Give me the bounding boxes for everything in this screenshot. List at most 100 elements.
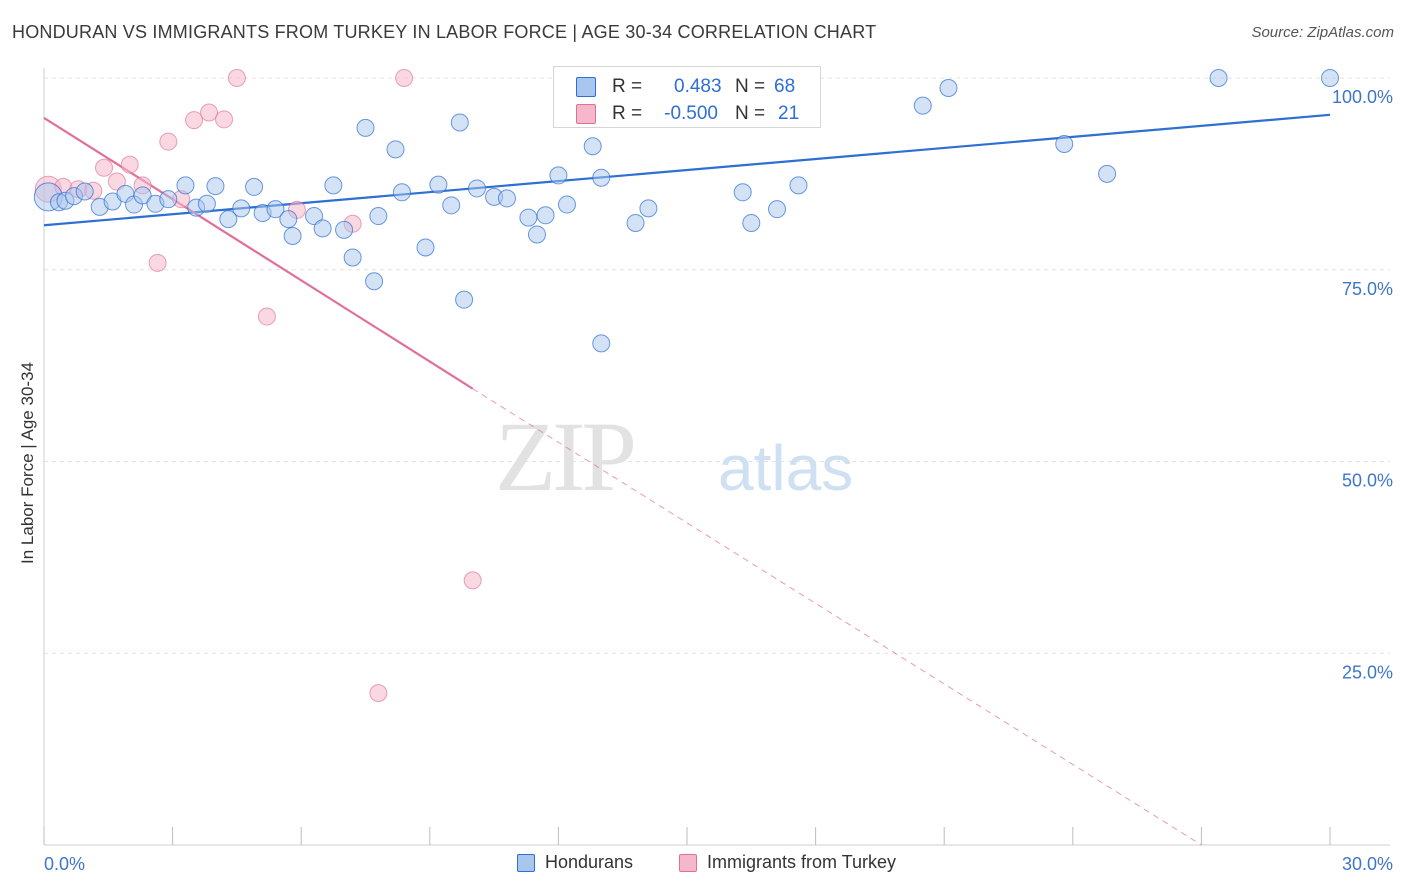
data-point-honduran (536, 206, 555, 225)
data-point-honduran (455, 290, 474, 309)
x-tick-label: 0.0% (44, 854, 85, 874)
data-point-honduran (768, 200, 787, 219)
data-point-turkey (369, 684, 388, 703)
data-point-honduran (335, 220, 354, 239)
chart-source: Source: ZipAtlas.com (1251, 24, 1394, 41)
data-point-turkey (148, 253, 167, 272)
y-tick-label: 50.0% (1342, 471, 1393, 491)
trend-line-turkey-extension (472, 388, 1202, 846)
data-point-honduran (1321, 69, 1339, 87)
data-point-turkey (95, 158, 114, 177)
data-point-honduran (75, 182, 94, 201)
n-label: N = (735, 103, 766, 124)
data-point-turkey (185, 111, 204, 130)
data-point-honduran (245, 177, 264, 196)
data-point-honduran (324, 176, 343, 195)
data-point-turkey (200, 103, 219, 122)
data-point-honduran (549, 166, 568, 185)
legend-item-turkey[interactable]: Immigrants from Turkey (679, 852, 896, 873)
data-point-honduran (392, 183, 411, 202)
data-point-honduran (467, 179, 486, 198)
data-point-honduran (343, 248, 362, 267)
data-point-honduran (789, 176, 808, 195)
y-tick-label: 75.0% (1342, 279, 1393, 299)
x-tick-label: 30.0% (1342, 854, 1393, 874)
data-point-honduran (283, 227, 302, 246)
data-point-honduran (733, 183, 752, 202)
data-point-honduran (939, 78, 958, 97)
data-point-honduran (442, 196, 461, 215)
legend-label-turkey: Immigrants from Turkey (707, 852, 897, 872)
chart-title: HONDURAN VS IMMIGRANTS FROM TURKEY IN LA… (12, 22, 877, 42)
tick-labels: 25.0% 50.0% 75.0% 100.0% 0.0% 30.0% (44, 87, 1393, 874)
data-point-turkey (120, 155, 139, 174)
pink-swatch (576, 104, 596, 124)
data-point-honduran (1098, 164, 1117, 183)
watermark: ZIP atlas (495, 401, 853, 512)
blue-swatch (576, 77, 596, 97)
data-point-turkey (463, 571, 482, 590)
data-point-turkey (159, 132, 178, 151)
data-point-honduran (159, 190, 178, 209)
data-point-turkey (227, 69, 246, 87)
data-point-honduran (356, 118, 375, 137)
data-point-honduran (583, 137, 602, 156)
data-point-honduran (365, 272, 384, 291)
data-point-honduran (742, 213, 761, 232)
data-point-honduran (1209, 69, 1228, 87)
axes (43, 68, 1390, 846)
watermark-zip: ZIP (495, 401, 633, 512)
data-point-honduran (557, 195, 576, 214)
data-point-honduran (197, 194, 216, 213)
data-point-honduran (626, 213, 645, 232)
stats-row-hondurans: R = 0.483 N = 68 (554, 74, 822, 100)
data-point-turkey (257, 307, 276, 326)
r-value: 0.483 (674, 76, 722, 97)
stats-box: R = 0.483 N = 68 R = -0.500 N = 21 (553, 66, 821, 128)
data-point-honduran (206, 177, 225, 196)
data-point-honduran (386, 140, 405, 159)
data-point-honduran (416, 238, 435, 257)
r-label: R = (612, 76, 643, 97)
trend-line-turkey (43, 116, 474, 390)
y-tick-label: 25.0% (1342, 662, 1393, 682)
data-point-honduran (639, 199, 658, 218)
data-point-honduran (133, 186, 152, 205)
data-point-honduran (519, 208, 538, 227)
data-point-honduran (279, 210, 298, 229)
trend-lines (43, 113, 1331, 846)
grid-lines (44, 77, 1390, 654)
data-point-turkey (215, 110, 234, 129)
data-point-honduran (913, 96, 932, 115)
data-point-honduran (369, 207, 388, 226)
r-value: -0.500 (664, 103, 718, 124)
legend-swatch-pink (679, 853, 697, 872)
stats-row-turkey: R = -0.500 N = 21 (554, 101, 822, 127)
data-point-honduran (527, 225, 546, 244)
legend: Hondurans Immigrants from Turkey (0, 852, 1406, 878)
data-point-honduran (450, 113, 469, 132)
data-point-honduran (266, 200, 285, 219)
legend-item-hondurans[interactable]: Hondurans (517, 852, 633, 873)
n-value: 68 (774, 76, 796, 97)
series-turkey-points (34, 69, 482, 703)
n-label: N = (735, 76, 766, 97)
data-point-honduran (232, 199, 251, 218)
watermark-atlas: atlas (718, 432, 853, 504)
data-point-honduran (592, 334, 611, 353)
legend-swatch-blue (517, 853, 535, 872)
r-label: R = (612, 103, 643, 124)
data-point-turkey (395, 69, 414, 87)
data-point-turkey (107, 172, 126, 191)
data-point-honduran (1055, 134, 1074, 153)
data-point-honduran (219, 210, 238, 229)
data-point-honduran (176, 176, 195, 195)
data-point-honduran (592, 168, 611, 187)
data-point-honduran (429, 175, 448, 194)
n-value: 21 (778, 103, 800, 124)
data-point-honduran (313, 219, 332, 238)
y-axis-label: In Labor Force | Age 30-34 (18, 362, 37, 564)
y-tick-label: 100.0% (1332, 87, 1393, 107)
data-point-honduran (497, 189, 516, 208)
